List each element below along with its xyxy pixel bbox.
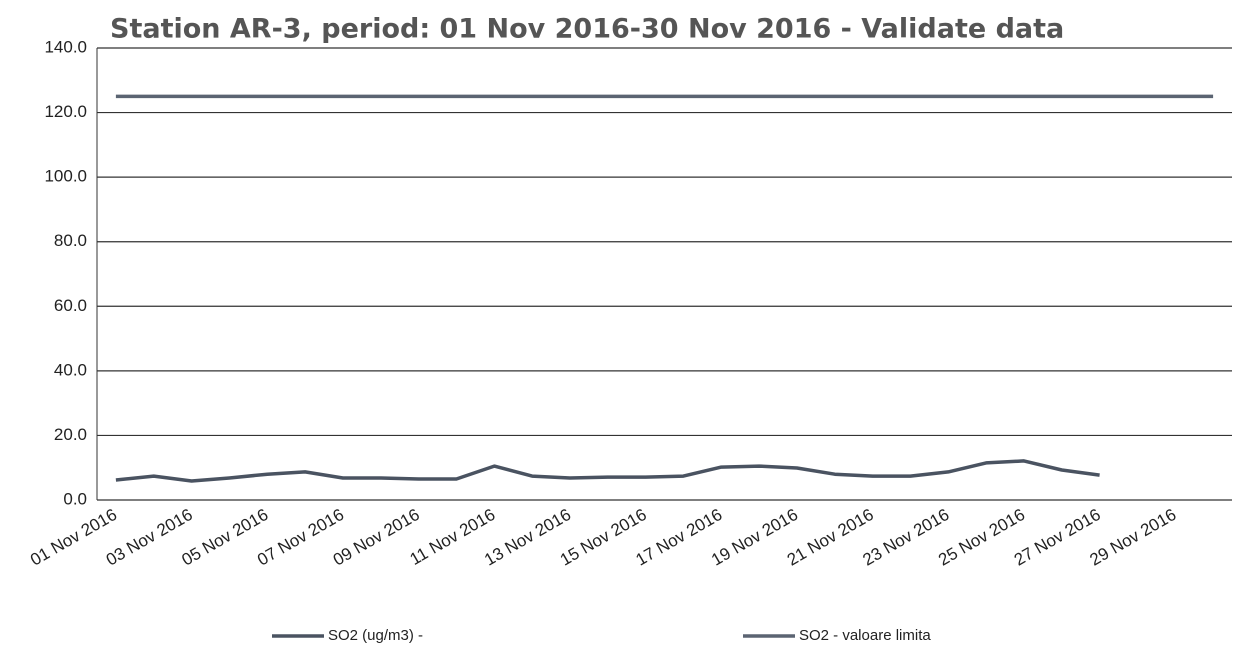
y-tick-label: 80.0 — [54, 231, 87, 250]
chart-title: Station AR-3, period: 01 Nov 2016-30 Nov… — [110, 14, 1064, 45]
x-tick-label: 09 Nov 2016 — [330, 505, 423, 570]
legend-label: SO2 (ug/m3) - — [328, 627, 423, 644]
y-tick-label: 0.0 — [63, 489, 87, 508]
legend-label: SO2 - valoare limita — [799, 627, 931, 644]
series-line — [115, 459, 1100, 483]
x-tick-label: 29 Nov 2016 — [1087, 505, 1180, 570]
y-tick-label: 20.0 — [54, 425, 87, 444]
y-tick-label: 120.0 — [44, 102, 87, 121]
y-tick-label: 140.0 — [44, 37, 87, 56]
y-tick-label: 40.0 — [54, 360, 87, 379]
y-tick-label: 60.0 — [54, 296, 87, 315]
y-tick-label: 100.0 — [44, 167, 87, 186]
